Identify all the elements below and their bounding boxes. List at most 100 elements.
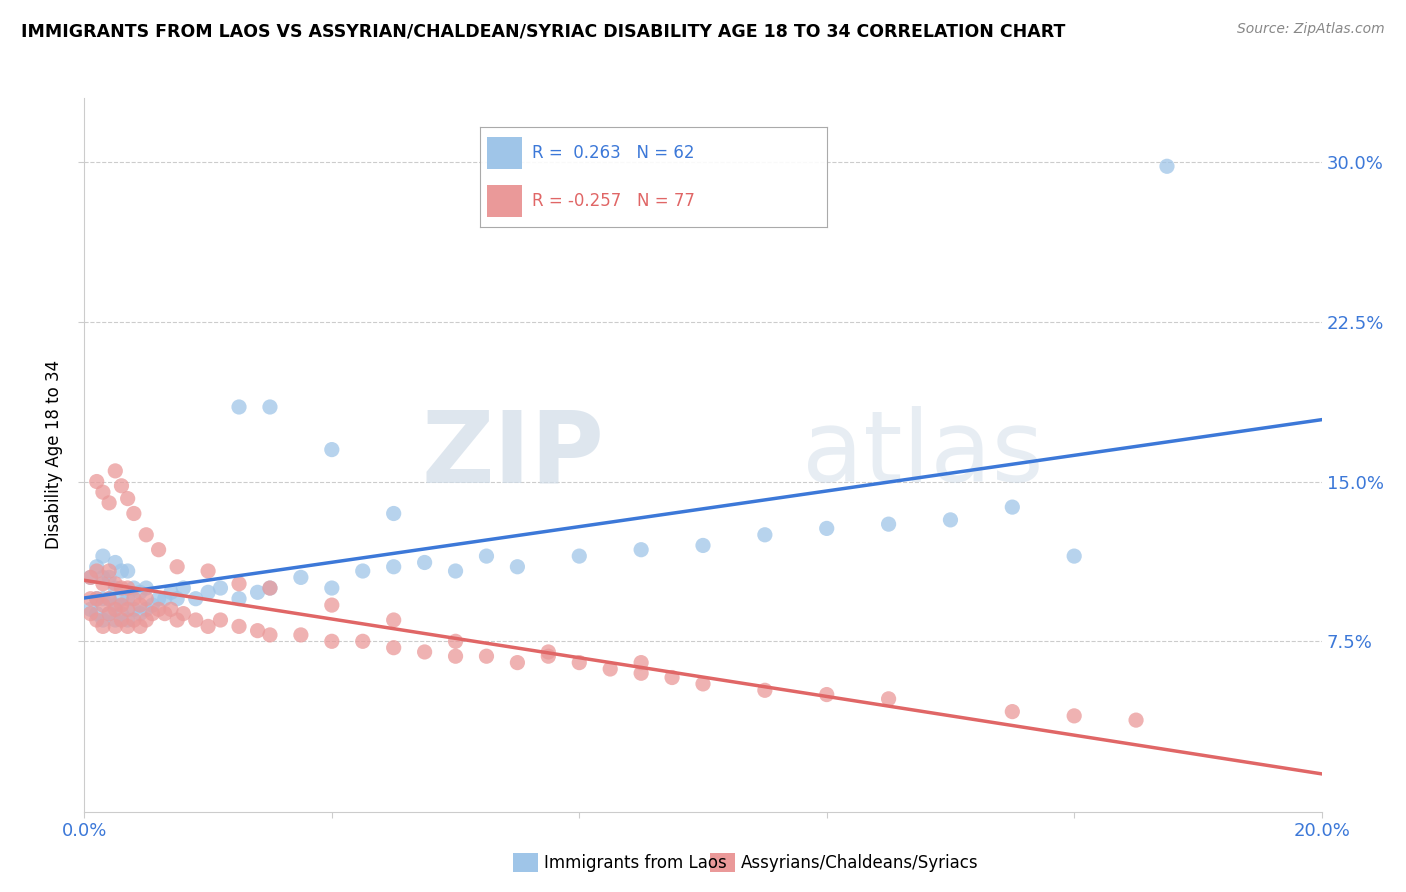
Point [129,585,152,599]
Point [228,576,250,591]
Point [209,581,232,595]
Point [98,564,121,578]
Point [692,677,714,691]
Point [166,559,188,574]
Point [104,581,127,595]
Bar [488,185,522,217]
Point [444,634,467,648]
Bar [488,136,522,169]
Point [86,564,108,578]
Point [184,591,207,606]
Point [110,479,132,493]
Point [160,585,183,599]
Point [122,591,145,606]
Point [537,645,560,659]
Point [86,607,108,621]
Point [117,613,139,627]
Point [153,591,176,606]
Point [129,598,152,612]
Point [630,656,652,670]
Point [506,656,529,670]
Point [135,602,157,616]
Point [129,607,152,621]
Text: Source: ZipAtlas.com: Source: ZipAtlas.com [1237,22,1385,37]
Point [290,570,312,584]
Point [148,542,170,557]
Point [135,591,157,606]
Point [1125,713,1147,727]
Point [79,591,101,606]
Point [104,576,127,591]
Point [117,591,139,606]
Text: Immigrants from Laos: Immigrants from Laos [544,854,727,871]
Point [79,602,101,616]
Point [117,564,139,578]
Point [86,591,108,606]
Point [98,570,121,584]
Point [117,491,139,506]
Point [537,649,560,664]
Point [129,619,152,633]
Point [91,485,114,500]
Point [692,538,714,552]
Point [321,442,343,457]
Point [568,549,591,563]
Point [98,607,121,621]
Point [1063,709,1085,723]
Point [104,556,127,570]
Point [110,598,132,612]
Point [290,628,312,642]
Point [815,521,838,535]
Point [382,559,405,574]
Point [228,619,250,633]
Point [228,400,250,414]
Point [91,591,114,606]
Point [197,564,219,578]
Point [1001,705,1024,719]
Point [141,607,163,621]
Text: Assyrians/Chaldeans/Syriacs: Assyrians/Chaldeans/Syriacs [741,854,979,871]
Point [148,602,170,616]
Point [104,464,127,478]
Point [246,585,269,599]
Point [321,581,343,595]
Text: ZIP: ZIP [422,407,605,503]
Point [246,624,269,638]
Point [86,613,108,627]
Point [91,613,114,627]
Point [122,507,145,521]
Point [153,607,176,621]
Point [382,507,405,521]
Point [259,628,281,642]
Point [184,613,207,627]
Point [110,591,132,606]
Point [382,613,405,627]
Point [117,619,139,633]
Point [86,475,108,489]
Point [86,559,108,574]
Point [197,585,219,599]
Point [141,598,163,612]
Point [1001,500,1024,515]
Text: R = -0.257   N = 77: R = -0.257 N = 77 [533,192,695,210]
Point [475,549,498,563]
Point [321,598,343,612]
Point [939,513,962,527]
Point [754,683,776,698]
Point [91,598,114,612]
Point [815,688,838,702]
Point [110,613,132,627]
Point [382,640,405,655]
Point [321,634,343,648]
Point [79,607,101,621]
Point [166,591,188,606]
Point [754,528,776,542]
Point [91,570,114,584]
Point [98,496,121,510]
Text: IMMIGRANTS FROM LAOS VS ASSYRIAN/CHALDEAN/SYRIAC DISABILITY AGE 18 TO 34 CORRELA: IMMIGRANTS FROM LAOS VS ASSYRIAN/CHALDEA… [21,22,1066,40]
Point [630,542,652,557]
Point [79,570,101,584]
Point [413,645,436,659]
Point [79,570,101,584]
Point [122,581,145,595]
